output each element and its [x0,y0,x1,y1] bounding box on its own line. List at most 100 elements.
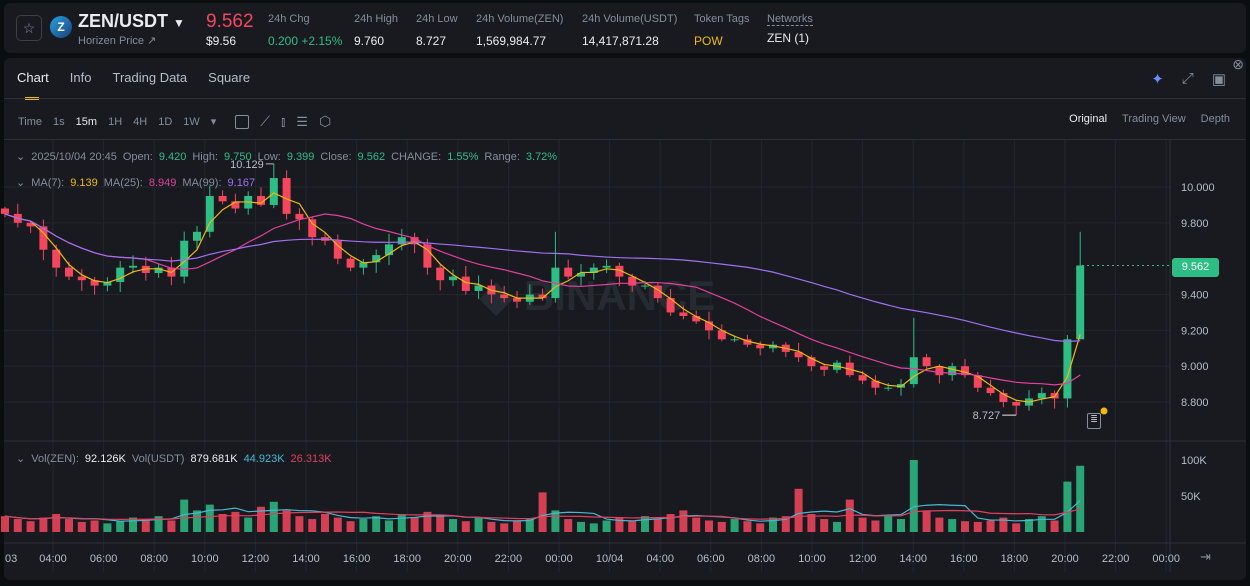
tab-info[interactable]: Info [69,70,92,85]
collapse-chevron-icon[interactable]: ⌄ [16,151,26,163]
volume-bar [295,516,304,532]
candle-body [180,240,189,277]
candle-body [385,244,393,256]
chart-tools: ✦ ⤢ ▣ [1151,70,1226,88]
candle-body [1076,265,1085,340]
volume-bar [884,516,893,532]
candle-body [884,387,893,389]
volume-bar [52,514,61,532]
tab-trading-data[interactable]: Trading Data [112,70,188,85]
notification-dot [1100,407,1108,415]
time-tick-label: 06:00 [90,553,118,565]
volume-bar [436,516,445,532]
chart-tabs: Chart Info Trading Data Square [17,70,251,100]
interval-1h[interactable]: 1H [108,115,123,128]
volume-bar [244,517,253,532]
calendar-icon[interactable] [235,114,250,129]
volume-bar [692,517,701,532]
volume-bar [820,519,829,532]
view-trading-view[interactable]: Trading View [1122,113,1186,125]
collapse-chevron-icon[interactable]: ⌄ [16,177,26,189]
volume-bar [666,514,675,532]
time-tick-label: 06:00 [697,553,725,565]
time-tick-label: 14:00 [899,553,927,565]
candle-body [231,201,240,209]
price-tick-label: 8.800 [1181,397,1209,409]
stat-networks[interactable]: Networks ZEN (1) [767,13,813,45]
volume-ma2-line [4,508,1081,521]
collapse-chevron-icon[interactable]: ⌄ [16,453,26,465]
time-tick-label: 00:00 [545,553,573,565]
volume-bar [449,519,457,532]
candle-body [871,380,880,388]
volume-bar [615,517,624,532]
price-tick-label: 9.800 [1181,218,1209,230]
candle-body [909,357,918,385]
interval-time[interactable]: Time [18,115,43,128]
view-depth[interactable]: Depth [1200,113,1230,125]
candle-body [205,195,214,232]
volume-bar [65,519,73,532]
candle-body [308,219,317,238]
volume-bar [1037,516,1046,532]
expand-icon[interactable]: ⤢ [1181,70,1194,87]
volume-bar [589,523,598,532]
volume-bar [973,521,982,532]
volume-ma1-line [4,500,1081,522]
candle-body [474,285,483,291]
candle-body [577,273,585,277]
indicators-icon[interactable]: ☰ [296,113,308,129]
price-tick-label: 9.200 [1181,325,1209,337]
time-tick-label: 04:00 [39,553,67,565]
volume-bar [641,516,649,532]
interval-1d[interactable]: 1D [158,115,173,128]
interval-4h[interactable]: 4H [133,115,148,128]
pair-selector[interactable]: ZEN/USDT ▼ [78,11,185,32]
settings-hexagon-icon[interactable]: ⬡ [318,113,332,129]
divider [4,139,1246,140]
scroll-to-latest-icon[interactable]: ⇥ [1200,549,1211,564]
interval-1w[interactable]: 1W [183,115,200,128]
volume-bar [1076,465,1085,532]
interval-1s[interactable]: 1s [53,115,65,128]
candle-body [641,285,649,287]
volume-bar [487,521,496,532]
volume-bar [961,521,969,532]
close-icon[interactable]: ⊗ [1232,56,1244,72]
layout-grid-icon[interactable]: ▣ [1211,71,1226,88]
volume-bar [717,521,726,532]
volume-bar [103,523,112,532]
view-original[interactable]: Original [1069,113,1108,125]
volume-bar [116,521,125,532]
horizen-price-link[interactable]: Horizen Price ↗ [78,35,157,47]
candlestick-type-icon[interactable]: ⫾ [281,113,286,129]
volume-bar [39,517,48,532]
time-tick-label: 00:00 [1152,553,1180,565]
tab-square[interactable]: Square [208,70,251,85]
candle-body [602,265,611,268]
candle-body [961,366,969,376]
time-tick-label: 03 [5,553,17,565]
stat-24h-volume-zen: 24h Volume(ZEN) 1,569,984.77 [476,13,564,48]
favorite-star-icon[interactable]: ☆ [16,15,42,41]
volume-bar [807,514,816,532]
ai-sparkle-icon[interactable]: ✦ [1151,71,1164,88]
interval-15m[interactable]: 15m [75,115,98,128]
volume-bar [193,510,201,532]
more-intervals-caret-icon[interactable]: ▾ [210,116,217,128]
volume-bar [372,516,381,532]
candle-body [129,265,137,268]
volume-bar [77,521,86,532]
time-tick-label: 16:00 [343,553,371,565]
candle-body [730,339,739,341]
ohlc-legend: ⌄ 2025/10/04 20:45 Open: 9.420 High: 9.750 Low… [16,151,558,163]
candle-body [820,366,829,370]
line-chart-icon[interactable]: ⟋ [260,113,271,129]
candle-body [397,237,406,245]
notes-icon[interactable]: ≣ [1087,413,1101,429]
volume-bar [1050,520,1059,532]
candle-body [705,321,713,331]
time-tick-label: 18:00 [1001,553,1029,565]
ma7-line [4,192,1081,403]
